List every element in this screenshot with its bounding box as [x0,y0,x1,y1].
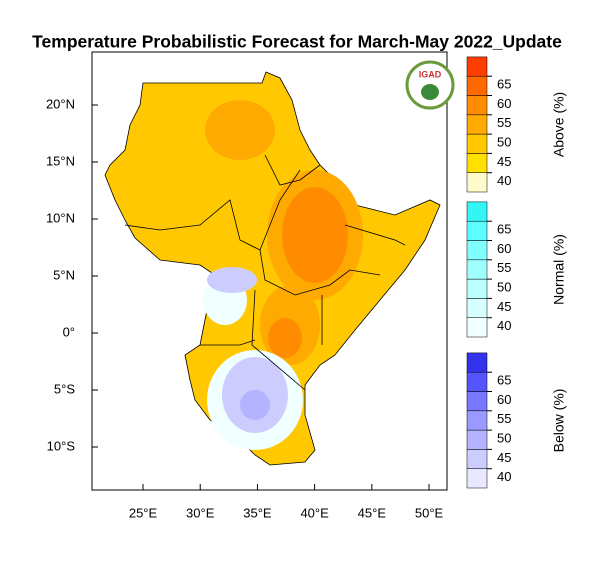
colorbar-tick-label: 40 [497,318,511,333]
colorbar-tick-label: 40 [497,469,511,484]
x-tick-label: 45°E [358,505,387,520]
x-tick-label: 25°E [129,505,158,520]
colorbar-box [466,317,488,338]
colorbar-box [466,220,488,241]
colorbar-tick-label: 50 [497,280,511,295]
colorbar-box [466,114,488,135]
x-tick-label: 50°E [415,505,444,520]
colorbar-tick-label: 45 [497,450,511,465]
colorbar-box [466,468,488,489]
x-tick-label: 35°E [243,505,272,520]
y-tick-label: 5°S [54,381,75,396]
colorbar-box [466,391,488,412]
colorbar-box [466,259,488,280]
title: Temperature Probabilistic Forecast for M… [32,32,562,52]
forecast-zone [282,187,348,283]
y-tick-label: 0° [63,324,75,339]
colorbar-label: Below (%) [551,389,567,453]
forecast-zone [205,100,275,160]
colorbar-box [466,56,488,77]
colorbar-tick-label: 65 [497,373,511,388]
colorbar-box [466,352,488,373]
logo-emblem [421,84,439,100]
colorbar-box [466,95,488,116]
y-tick-label: 5°N [53,267,75,282]
colorbar-tick-label: 65 [497,77,511,92]
colorbar-box [466,298,488,318]
colorbar-tick-label: 60 [497,96,511,111]
x-tick-label: 40°E [300,505,329,520]
colorbar-tick-label: 40 [497,173,511,188]
colorbar-box [466,133,488,154]
colorbar-tick-label: 50 [497,135,511,150]
colorbar-box [466,201,488,222]
colorbar-tick-label: 60 [497,241,511,256]
colorbar-box [466,449,488,469]
y-tick-label: 10°S [47,438,76,453]
x-tick-label: 30°E [186,505,215,520]
colorbar-box [466,75,488,96]
colorbar-tick-label: 55 [497,115,511,130]
colorbar-box [466,410,488,431]
forecast-zone [207,267,257,293]
logo: IGAD [405,60,455,110]
colorbar-box [466,240,488,261]
colorbar-tick-label: 60 [497,392,511,407]
y-tick-label: 10°N [46,210,75,225]
y-tick-label: 20°N [46,96,75,111]
colorbar-tick-label: 50 [497,431,511,446]
forecast-zone [240,390,270,420]
colorbar-box [466,278,488,299]
colorbar-box [466,371,488,392]
colorbar-box [466,153,488,173]
colorbar-tick-label: 55 [497,411,511,426]
colorbar-tick-label: 45 [497,154,511,169]
logo-text: IGAD [419,69,442,79]
colorbar-box [466,429,488,450]
colorbar-tick-label: 55 [497,260,511,275]
colorbar-label: Normal (%) [551,234,567,305]
forecast-zone [268,318,302,358]
colorbar-label: Above (%) [551,92,567,157]
borders [124,154,406,391]
map [91,51,448,491]
colorbar-box [466,172,488,193]
y-tick-label: 15°N [46,153,75,168]
colorbar-tick-label: 45 [497,299,511,314]
colorbar-tick-label: 65 [497,222,511,237]
